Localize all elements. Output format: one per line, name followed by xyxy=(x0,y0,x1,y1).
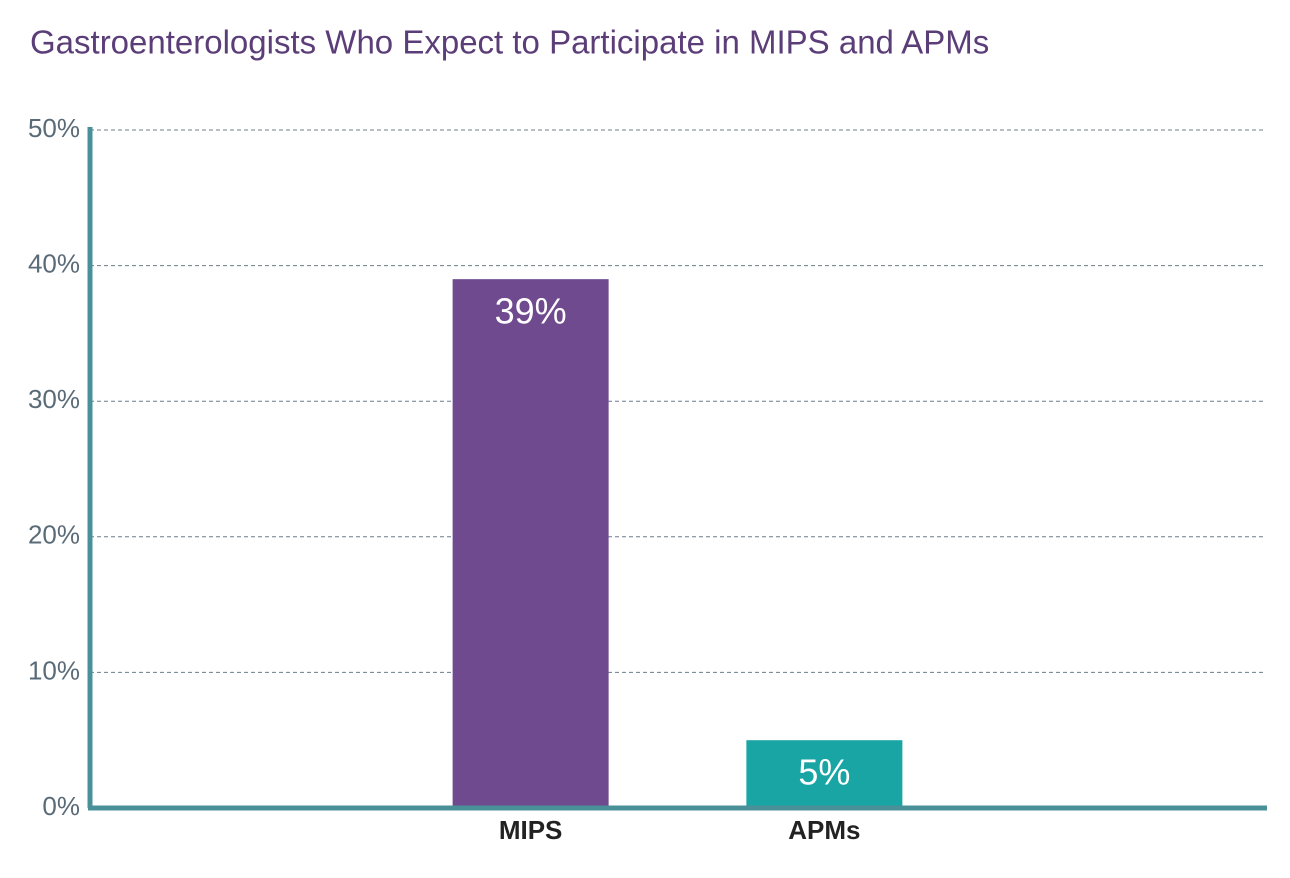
y-tick-label: 0% xyxy=(42,791,80,821)
y-tick-label: 30% xyxy=(28,384,80,414)
value-label: 39% xyxy=(495,291,567,332)
x-tick-label: APMs xyxy=(788,815,860,845)
y-tick-label: 40% xyxy=(28,248,80,278)
y-tick-label: 50% xyxy=(28,113,80,143)
chart-title: Gastroenterologists Who Expect to Partic… xyxy=(30,24,989,61)
y-tick-label: 10% xyxy=(28,655,80,685)
value-label: 5% xyxy=(798,752,850,793)
bar xyxy=(452,279,609,808)
y-tick-label: 20% xyxy=(28,520,80,550)
bar xyxy=(746,740,903,808)
x-tick-label: MIPS xyxy=(499,815,563,845)
